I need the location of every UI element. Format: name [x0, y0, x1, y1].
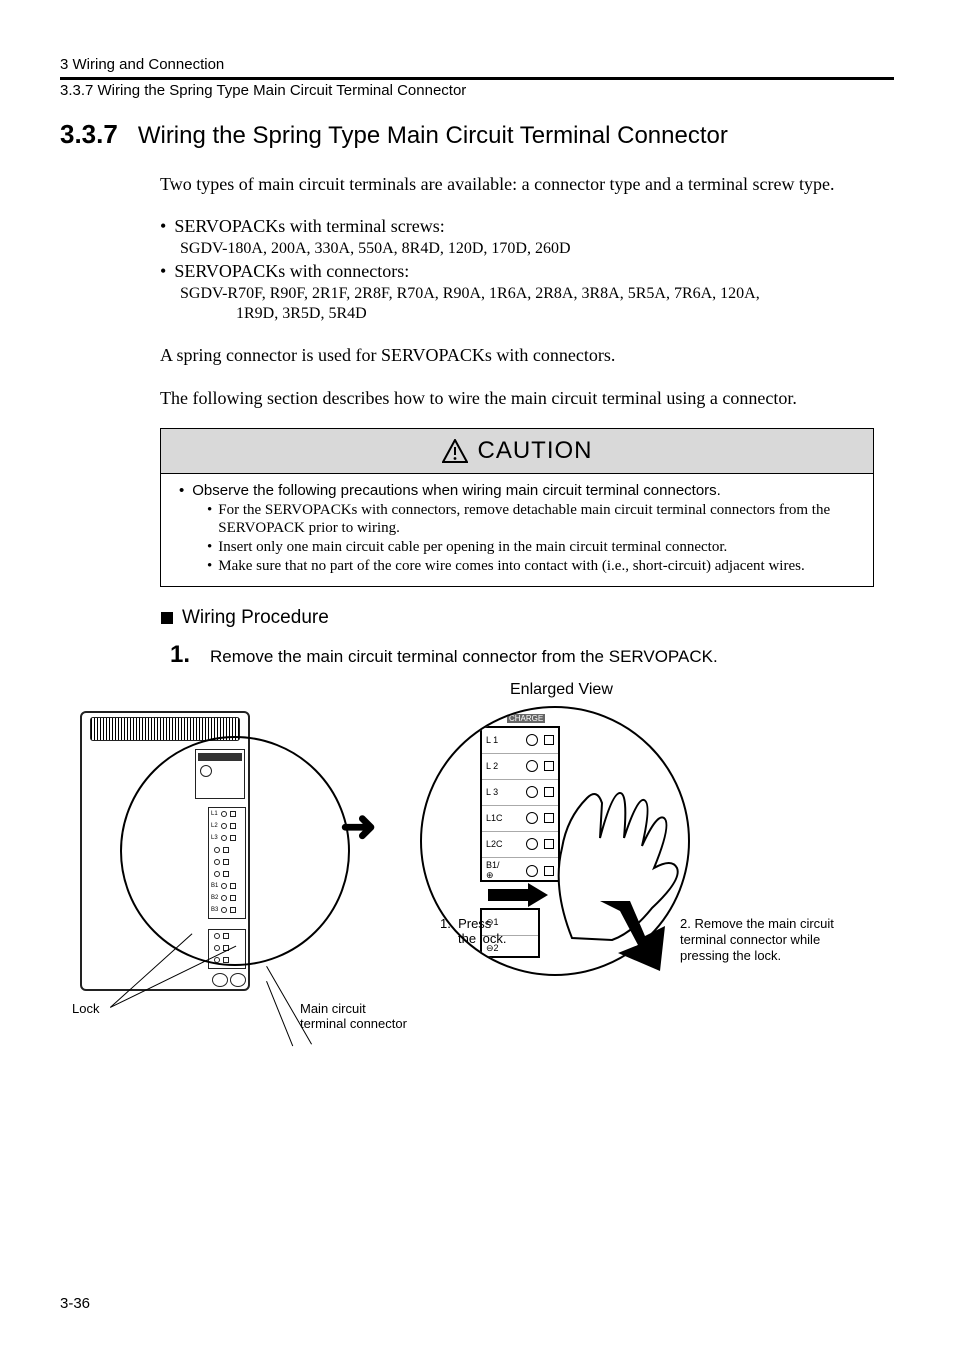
figure-area: Enlarged View L1 L2 L3 B1 B2 B3 — [60, 681, 894, 1061]
caution-sub-text: Make sure that no part of the core wire … — [218, 557, 804, 576]
procedure-heading: Wiring Procedure — [160, 607, 874, 629]
caution-body: • Observe the following precautions when… — [161, 474, 873, 586]
lock-label: Lock — [72, 1001, 99, 1016]
bullet-sub-cont: 1R9D, 3R5D, 5R4D — [236, 304, 874, 325]
header-chapter: 3 Wiring and Connection — [60, 56, 894, 73]
bullet-icon: • — [179, 482, 184, 501]
bullet-item: • SERVOPACKs with connectors: — [160, 259, 874, 283]
highlight-circle-left — [120, 736, 350, 966]
caution-main-text: Observe the following precautions when w… — [192, 482, 721, 501]
caution-sub-item: • Make sure that no part of the core wir… — [207, 557, 855, 576]
main-connector-label: Main circuit terminal connector — [300, 1001, 407, 1032]
caution-sub-item: • For the SERVOPACKs with connectors, re… — [207, 501, 855, 539]
header-subsection: 3.3.7 Wiring the Spring Type Main Circui… — [60, 82, 894, 99]
arrow-right-icon: ➜ — [340, 801, 377, 852]
press-lock-label: 1. Press the lock. — [440, 916, 506, 947]
bullet-icon: • — [207, 501, 212, 539]
charge-label: CHARGE — [507, 714, 545, 723]
enlarged-view-label: Enlarged View — [510, 681, 613, 699]
caution-main-item: • Observe the following precautions when… — [179, 482, 855, 501]
caution-header: CAUTION — [161, 429, 873, 474]
bullet-label: SERVOPACKs with connectors: — [174, 259, 409, 283]
section-title-row: 3.3.7 Wiring the Spring Type Main Circui… — [60, 119, 894, 150]
bullet-list: • SERVOPACKs with terminal screws: SGDV-… — [160, 214, 874, 325]
caution-sublist: • For the SERVOPACKs with connectors, re… — [207, 501, 855, 576]
bullet-label: SERVOPACKs with terminal screws: — [174, 214, 444, 238]
step-text: Remove the main circuit terminal connect… — [210, 647, 718, 667]
intro-para: Two types of main circuit terminals are … — [160, 172, 874, 196]
procedure-heading-text: Wiring Procedure — [182, 607, 329, 629]
caution-header-text: CAUTION — [478, 437, 593, 465]
caution-sub-text: For the SERVOPACKs with connectors, remo… — [218, 501, 855, 539]
body-block: Two types of main circuit terminals are … — [160, 172, 874, 669]
square-bullet-icon — [160, 611, 174, 625]
pull-arrow-icon — [590, 901, 680, 981]
bullet-icon: • — [207, 557, 212, 576]
page-number: 3-36 — [60, 1295, 90, 1312]
remove-label: 2. Remove the main circuit terminal conn… — [680, 916, 850, 965]
bullet-icon: • — [160, 259, 166, 283]
press-arrow-icon — [488, 883, 548, 907]
spring-para: A spring connector is used for SERVOPACK… — [160, 343, 874, 367]
bullet-sub: SGDV-R70F, R90F, 2R1F, 2R8F, R70A, R90A,… — [180, 284, 874, 305]
section-title: Wiring the Spring Type Main Circuit Term… — [138, 122, 728, 150]
caution-sub-item: • Insert only one main circuit cable per… — [207, 538, 855, 557]
bullet-icon: • — [160, 214, 166, 238]
ground-terminal — [212, 973, 228, 987]
ground-terminal — [230, 973, 246, 987]
step-number: 1. — [170, 641, 190, 669]
warning-icon — [442, 439, 468, 463]
bullet-item: • SERVOPACKs with terminal screws: — [160, 214, 874, 238]
bullet-sub: SGDV-180A, 200A, 330A, 550A, 8R4D, 120D,… — [180, 239, 874, 260]
header-rule — [60, 77, 894, 80]
caution-box: CAUTION • Observe the following precauti… — [160, 428, 874, 587]
section-number: 3.3.7 — [60, 119, 118, 150]
procedure-step: 1. Remove the main circuit terminal conn… — [160, 641, 874, 669]
bullet-icon: • — [207, 538, 212, 557]
caution-sub-text: Insert only one main circuit cable per o… — [218, 538, 727, 557]
following-para: The following section describes how to w… — [160, 386, 874, 410]
